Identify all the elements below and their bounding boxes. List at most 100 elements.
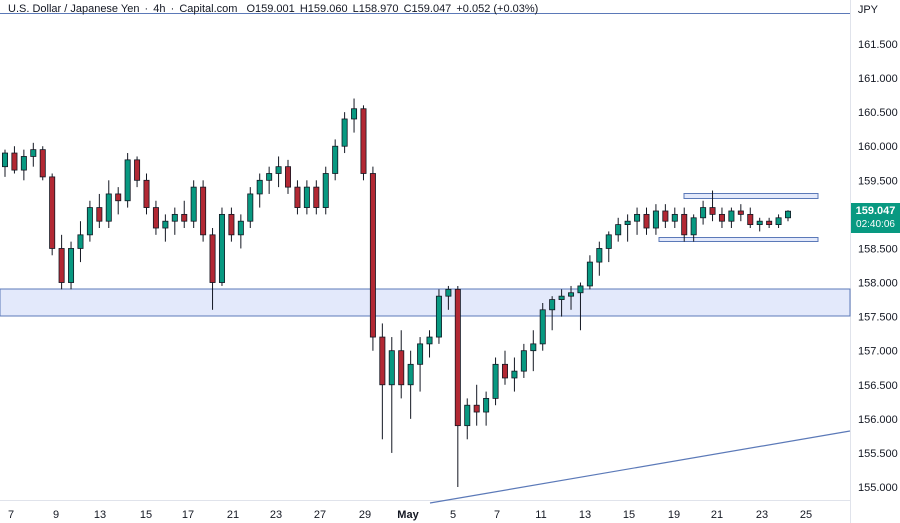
candle-body-up [568, 292, 575, 297]
candle[interactable] [568, 285, 575, 310]
candle[interactable] [690, 214, 697, 242]
candle[interactable] [464, 398, 471, 440]
symbol-name[interactable]: U.S. Dollar / Japanese Yen [8, 3, 140, 15]
candle[interactable] [435, 289, 442, 344]
candle[interactable] [86, 200, 93, 242]
candle[interactable] [700, 200, 707, 225]
candle-body-down [369, 173, 376, 338]
candle[interactable] [379, 323, 386, 440]
candle-body-down [360, 108, 367, 174]
candle[interactable] [285, 159, 292, 194]
candle[interactable] [558, 289, 565, 317]
candle[interactable] [596, 241, 603, 276]
candle[interactable] [143, 173, 150, 215]
candle[interactable] [152, 200, 159, 235]
candle[interactable] [247, 187, 254, 229]
candle[interactable] [709, 190, 716, 222]
candle[interactable] [275, 156, 282, 188]
candle[interactable] [652, 204, 659, 235]
candle[interactable] [11, 146, 18, 174]
time-tick-label: 13 [579, 509, 591, 521]
candle[interactable] [577, 282, 584, 331]
candle[interactable] [237, 214, 244, 249]
current-price: 159.047 [855, 205, 896, 217]
candle[interactable] [662, 204, 669, 229]
candle[interactable] [624, 214, 631, 242]
candle[interactable] [615, 217, 622, 242]
candle[interactable] [586, 255, 593, 290]
candle-body-up [218, 213, 225, 283]
candle[interactable] [162, 214, 169, 242]
candle[interactable] [605, 231, 612, 263]
candle[interactable] [266, 166, 273, 194]
candle[interactable] [483, 391, 490, 426]
candle[interactable] [728, 207, 735, 229]
candle[interactable] [445, 285, 452, 310]
candle[interactable] [756, 217, 763, 232]
candle[interactable] [313, 180, 320, 215]
candle[interactable] [341, 112, 348, 154]
candle[interactable] [454, 285, 461, 487]
candle[interactable] [218, 207, 225, 286]
candle[interactable] [539, 302, 546, 351]
candle[interactable] [200, 180, 207, 242]
candle[interactable] [20, 149, 27, 181]
candle[interactable] [294, 180, 301, 215]
candle[interactable] [775, 214, 782, 229]
candle[interactable] [190, 180, 197, 229]
candle[interactable] [417, 337, 424, 392]
candle[interactable] [785, 210, 791, 222]
candle[interactable] [530, 330, 537, 372]
candle[interactable] [105, 180, 112, 229]
candle[interactable] [492, 357, 499, 406]
interval-label[interactable]: 4h [153, 3, 166, 15]
candle[interactable] [171, 207, 178, 235]
candle[interactable] [407, 350, 414, 419]
candle[interactable] [360, 105, 367, 181]
candle[interactable] [30, 142, 37, 167]
price-tick-label: 156.500 [858, 380, 898, 392]
candle[interactable] [388, 337, 395, 453]
candle[interactable] [766, 217, 773, 229]
candle[interactable] [426, 330, 433, 358]
candle[interactable] [134, 156, 141, 188]
time-tick-label: 11 [535, 509, 546, 521]
candle-body-down [398, 350, 405, 386]
candle[interactable] [228, 207, 235, 242]
candle[interactable] [256, 173, 263, 208]
time-tick-label: 25 [800, 509, 812, 521]
candle[interactable] [115, 187, 122, 215]
candle[interactable] [747, 207, 754, 229]
candle[interactable] [737, 204, 744, 222]
candle[interactable] [369, 166, 376, 351]
candle[interactable] [718, 207, 725, 229]
candle[interactable] [351, 98, 358, 133]
candle[interactable] [634, 207, 641, 235]
candle[interactable] [209, 228, 216, 310]
candle[interactable] [671, 207, 678, 229]
candle[interactable] [681, 207, 688, 242]
candle[interactable] [549, 296, 556, 331]
candle-body-up [105, 193, 112, 222]
candle[interactable] [181, 200, 188, 229]
candle[interactable] [511, 357, 518, 392]
candle[interactable] [96, 193, 103, 229]
currency-label[interactable]: JPY [857, 4, 878, 16]
candle[interactable] [124, 153, 131, 208]
candle[interactable] [322, 166, 329, 215]
candle[interactable] [643, 207, 650, 235]
candle[interactable] [2, 149, 8, 177]
candle[interactable] [473, 384, 480, 426]
candle-body-down [737, 210, 744, 215]
candle[interactable] [39, 146, 46, 181]
candle[interactable] [398, 330, 405, 399]
candle[interactable] [303, 180, 310, 215]
candle[interactable] [520, 343, 527, 378]
candle[interactable] [49, 173, 56, 256]
candle[interactable] [68, 241, 75, 290]
candle[interactable] [332, 139, 339, 181]
candle[interactable] [501, 350, 508, 385]
candle[interactable] [77, 221, 84, 263]
candle[interactable] [58, 234, 65, 290]
